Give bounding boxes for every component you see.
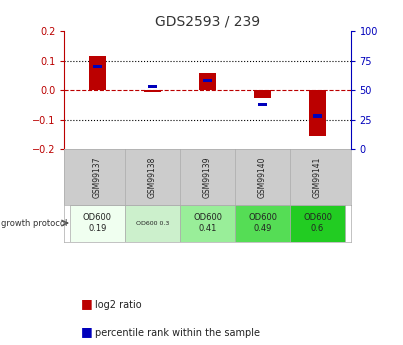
Text: GSM99138: GSM99138: [148, 156, 157, 198]
Bar: [125, 205, 180, 241]
Bar: [258, 102, 267, 106]
Bar: [70, 205, 125, 241]
Bar: [180, 205, 235, 241]
Text: GSM99137: GSM99137: [93, 156, 102, 198]
Text: GSM99141: GSM99141: [313, 156, 322, 198]
Text: GSM99139: GSM99139: [203, 156, 212, 198]
Bar: [235, 205, 290, 241]
Text: OD600
0.6: OD600 0.6: [303, 213, 332, 233]
Text: OD600
0.19: OD600 0.19: [83, 213, 112, 233]
Bar: [204, 79, 212, 82]
Text: ■: ■: [81, 297, 92, 310]
Text: OD600
0.49: OD600 0.49: [248, 213, 277, 233]
Text: GSM99140: GSM99140: [258, 156, 267, 198]
Bar: [199, 73, 216, 90]
Bar: [310, 90, 326, 136]
Text: OD600
0.41: OD600 0.41: [193, 213, 222, 233]
Text: percentile rank within the sample: percentile rank within the sample: [95, 328, 260, 338]
Bar: [148, 85, 157, 88]
Bar: [290, 205, 345, 241]
Bar: [254, 90, 271, 98]
Bar: [93, 65, 102, 68]
Text: log2 ratio: log2 ratio: [95, 300, 141, 310]
Title: GDS2593 / 239: GDS2593 / 239: [155, 14, 260, 29]
Bar: [144, 90, 161, 92]
Text: ■: ■: [81, 325, 92, 338]
Text: OD600 0.3: OD600 0.3: [136, 220, 169, 226]
Bar: [89, 56, 106, 90]
Bar: [314, 114, 322, 118]
Text: growth protocol: growth protocol: [1, 218, 67, 228]
